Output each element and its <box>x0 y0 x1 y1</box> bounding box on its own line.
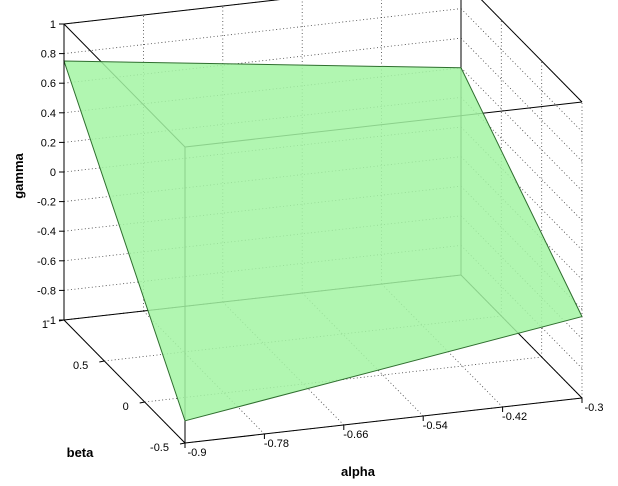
z-tick-label: 0.2 <box>41 137 56 149</box>
z-tick-label: 0.4 <box>41 108 56 120</box>
grid-line <box>460 37 583 162</box>
z-tick-label: 0 <box>50 167 56 179</box>
y-axis-label: beta <box>67 445 95 460</box>
z-tick-label: -0.8 <box>37 285 56 297</box>
box-edge <box>184 397 583 444</box>
axes-box-front <box>58 23 583 448</box>
y-tick-label: 1 <box>42 319 48 331</box>
x-tick-label: -0.54 <box>423 420 448 432</box>
box-edge <box>63 0 281 25</box>
z-tick-label: 0.8 <box>41 49 56 61</box>
z-tick-label: -0.2 <box>37 197 56 209</box>
y-tick-label: 0.5 <box>73 360 88 372</box>
x-tick-label: -0.3 <box>585 402 604 414</box>
y-tick <box>58 319 65 322</box>
y-tick-label: 0 <box>123 401 129 413</box>
y-tick <box>139 401 145 404</box>
z-axis-label: gamma <box>11 152 26 198</box>
box-edge <box>63 319 186 444</box>
surface-plane <box>63 60 583 422</box>
x-tick-label: -0.66 <box>343 429 368 441</box>
x-tick-label: -0.42 <box>502 411 527 423</box>
y-tick-label: -0.5 <box>150 442 169 454</box>
x-tick-label: -0.78 <box>264 438 289 450</box>
z-tick-label: 0.6 <box>41 78 56 90</box>
y-tick <box>179 442 186 445</box>
grid-line <box>481 0 583 103</box>
z-tick-label: -0.6 <box>37 256 56 268</box>
x-axis-label: alpha <box>341 464 376 479</box>
z-tick-label: -1 <box>46 315 56 327</box>
grid-line <box>63 0 280 25</box>
grid-line <box>460 67 583 192</box>
grid-line <box>63 8 462 54</box>
box-edge <box>480 0 583 103</box>
y-tick <box>99 360 105 363</box>
z-tick-label: -0.4 <box>37 226 56 238</box>
z-tick-label: 1 <box>50 19 56 31</box>
grid-line <box>460 8 583 132</box>
tick-labels: -1 -0.8 -0.6 -0.4 -0.2 0 0.2 0.4 0.6 0.8 1 -0.5 0 0.5… <box>37 19 603 459</box>
x-tick-label: -0.9 <box>188 447 207 459</box>
